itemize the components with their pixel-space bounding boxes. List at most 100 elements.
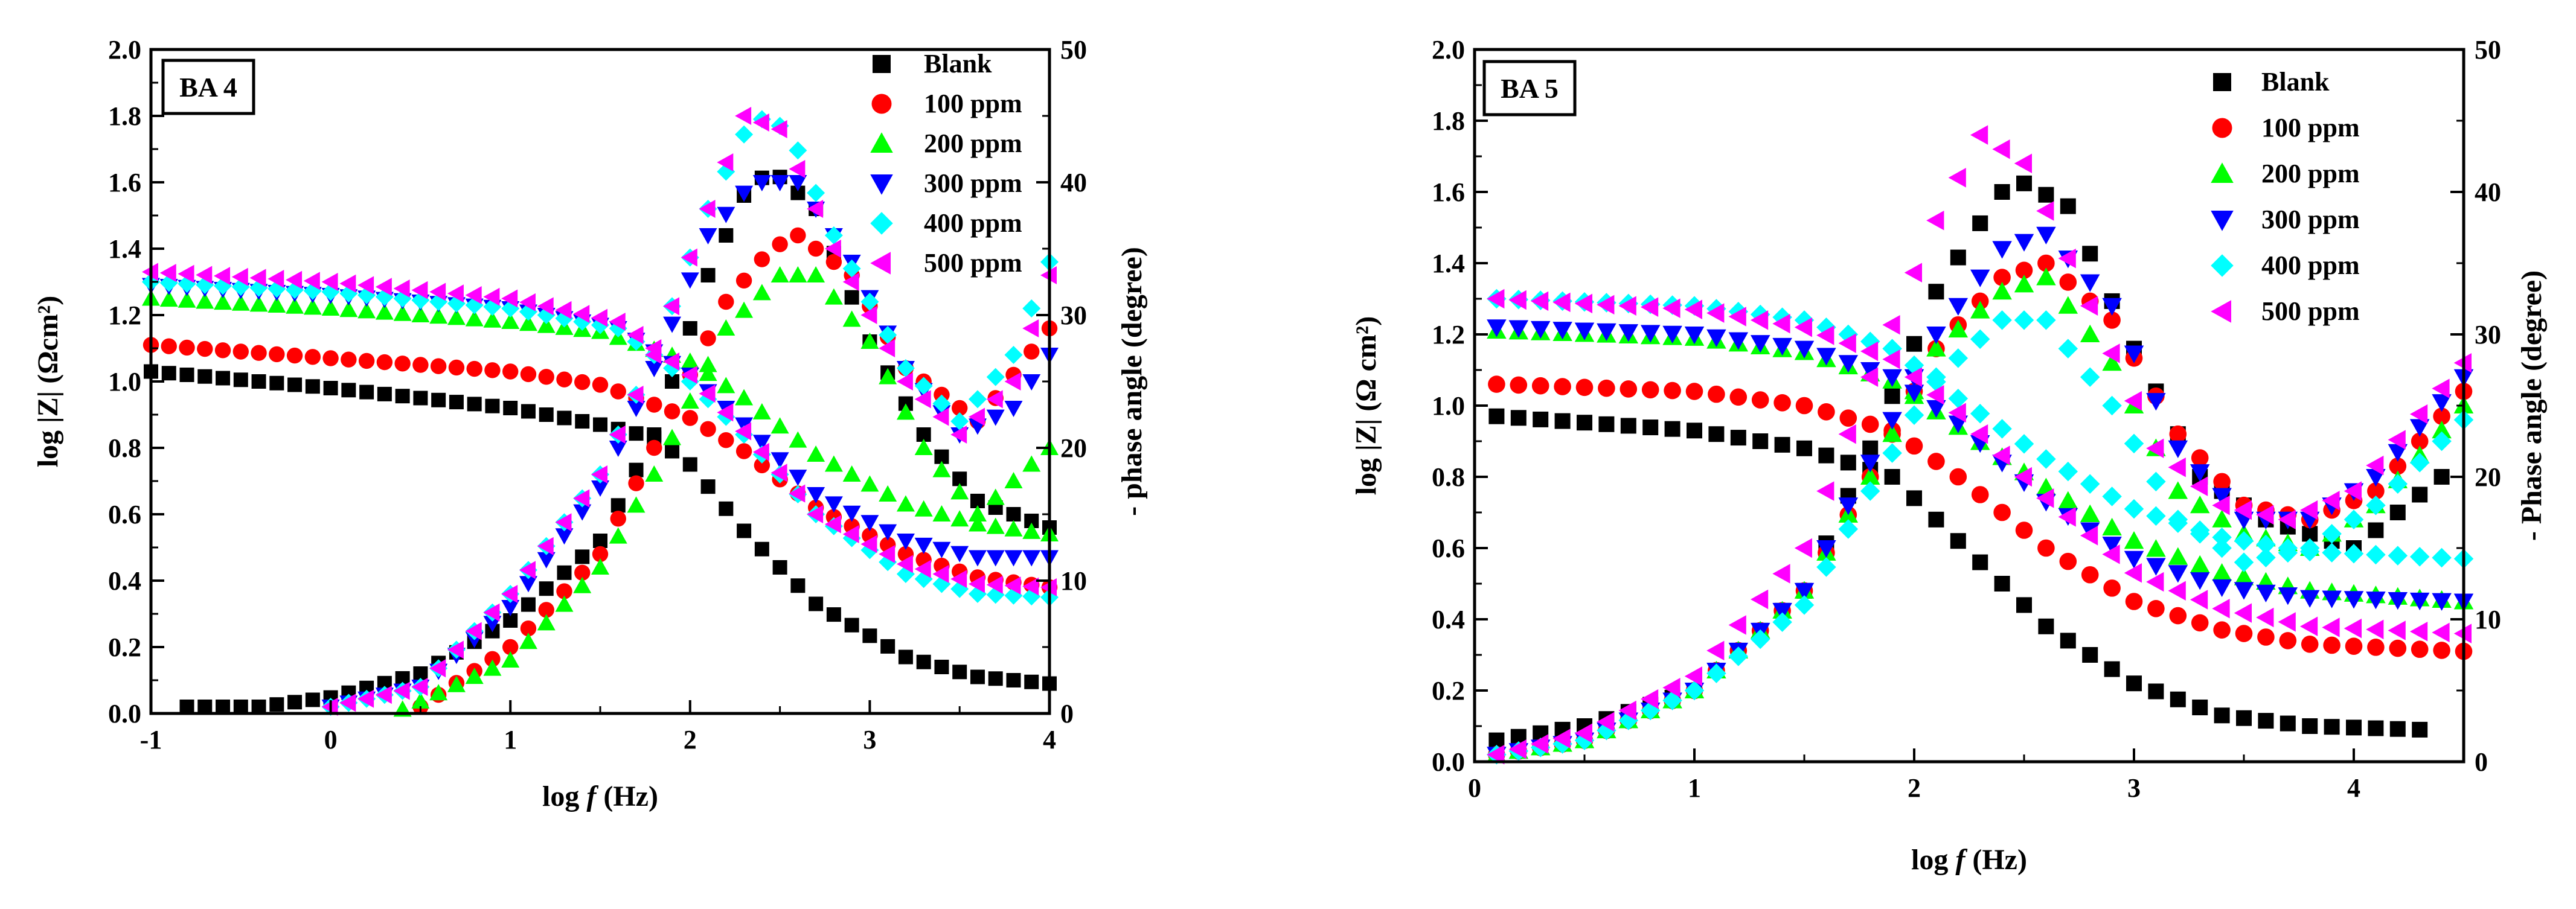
logz-point bbox=[2322, 543, 2342, 563]
phase-point bbox=[555, 595, 574, 612]
logz-point bbox=[1927, 453, 1945, 470]
phase-point bbox=[2256, 547, 2276, 567]
logz-point bbox=[2279, 632, 2297, 649]
phase-point bbox=[555, 513, 572, 532]
logz-point bbox=[771, 417, 789, 434]
phase-point bbox=[502, 639, 519, 655]
logz-point bbox=[1950, 533, 1966, 549]
phase-point bbox=[2344, 509, 2364, 530]
logz-point bbox=[2058, 507, 2076, 527]
phase-point bbox=[789, 141, 807, 160]
phase-point bbox=[411, 678, 428, 696]
y-left-tick-label: 1.4 bbox=[108, 234, 141, 264]
x-axis-label-suffix: (Hz) bbox=[1965, 844, 2027, 876]
phase-point bbox=[2388, 430, 2406, 450]
logz-point bbox=[521, 404, 536, 419]
phase-point bbox=[2409, 453, 2430, 473]
phase-point bbox=[1024, 343, 1040, 360]
logz-point bbox=[1684, 299, 1702, 319]
logz-point bbox=[860, 535, 877, 553]
phase-point bbox=[520, 620, 537, 637]
logz-point bbox=[2433, 642, 2450, 659]
logz-point bbox=[1004, 520, 1023, 537]
phase-point bbox=[2409, 404, 2428, 424]
y-left-tick-label: 1.2 bbox=[1432, 320, 1465, 349]
logz-point bbox=[2346, 719, 2362, 736]
logz-point bbox=[2104, 661, 2120, 677]
phase-point bbox=[896, 372, 913, 391]
logz-point bbox=[932, 565, 949, 583]
logz-point bbox=[573, 305, 590, 324]
logz-point bbox=[249, 269, 266, 287]
legend-marker bbox=[870, 252, 891, 275]
phase-point bbox=[2190, 524, 2210, 544]
logz-point bbox=[1024, 674, 1039, 689]
logz-point bbox=[1728, 332, 1749, 350]
y-right-tick-label: 30 bbox=[2475, 320, 2501, 349]
logz-point bbox=[1577, 415, 1592, 431]
logz-point bbox=[537, 297, 554, 316]
logz-point bbox=[700, 479, 716, 494]
phase-point bbox=[2367, 482, 2385, 500]
logz-point bbox=[303, 298, 322, 315]
logz-point bbox=[682, 410, 699, 426]
logz-point bbox=[1860, 341, 1879, 362]
logz-point bbox=[1706, 303, 1725, 323]
legend-label: 400 ppm bbox=[924, 208, 1022, 238]
phase-point bbox=[1684, 680, 1705, 701]
phase-point bbox=[501, 651, 520, 668]
phase-point bbox=[2411, 432, 2429, 450]
logz-point bbox=[932, 505, 951, 521]
phase-point bbox=[573, 576, 592, 593]
phase-point bbox=[555, 528, 574, 545]
phase-point bbox=[1926, 339, 1946, 357]
panel-label: BA 5 bbox=[1501, 73, 1559, 104]
logz-point bbox=[503, 401, 518, 415]
logz-point bbox=[269, 346, 285, 363]
logz-point bbox=[251, 345, 267, 361]
phase-point bbox=[2388, 444, 2408, 462]
logz-point bbox=[790, 578, 806, 593]
phase-point bbox=[771, 120, 787, 138]
logz-point bbox=[575, 414, 590, 429]
logz-point bbox=[304, 349, 321, 365]
phase-point bbox=[663, 297, 680, 316]
phase-point bbox=[717, 153, 734, 171]
legend-label: Blank bbox=[2261, 67, 2330, 97]
phase-point bbox=[1684, 666, 1702, 686]
logz-point bbox=[970, 669, 985, 684]
phase-point bbox=[879, 339, 896, 357]
logz-point bbox=[879, 485, 897, 502]
logz-point bbox=[214, 267, 231, 285]
phase-point bbox=[1882, 424, 1902, 442]
logz-point bbox=[2388, 620, 2406, 640]
logz-point bbox=[197, 340, 213, 357]
phase-point bbox=[2102, 395, 2122, 416]
legend-marker bbox=[2211, 211, 2234, 231]
phase-point bbox=[682, 321, 697, 336]
logz-point bbox=[393, 304, 412, 321]
phase-point bbox=[754, 251, 771, 267]
logz-point bbox=[752, 403, 771, 419]
logz-point bbox=[357, 302, 376, 319]
phase-point bbox=[216, 700, 231, 714]
logz-point bbox=[286, 347, 303, 364]
logz-point bbox=[2322, 617, 2340, 637]
logz-point bbox=[1531, 377, 1549, 395]
logz-point bbox=[1730, 430, 1746, 446]
phase-point bbox=[1992, 241, 2012, 259]
logz-point bbox=[2014, 434, 2034, 454]
logz-point bbox=[2146, 506, 2166, 526]
phase-point bbox=[2146, 471, 2166, 492]
logz-point bbox=[1728, 307, 1746, 327]
logz-point bbox=[1597, 295, 1615, 315]
phase-point bbox=[664, 403, 681, 419]
phase-point bbox=[824, 226, 843, 244]
logz-point bbox=[179, 368, 194, 382]
logz-point bbox=[2126, 675, 2142, 692]
logz-point bbox=[1884, 469, 1900, 485]
legend-label: 500 ppm bbox=[2261, 296, 2360, 326]
logz-point bbox=[321, 299, 340, 316]
phase-point bbox=[1994, 184, 2010, 200]
y-left-tick-label: 1.6 bbox=[108, 168, 141, 197]
